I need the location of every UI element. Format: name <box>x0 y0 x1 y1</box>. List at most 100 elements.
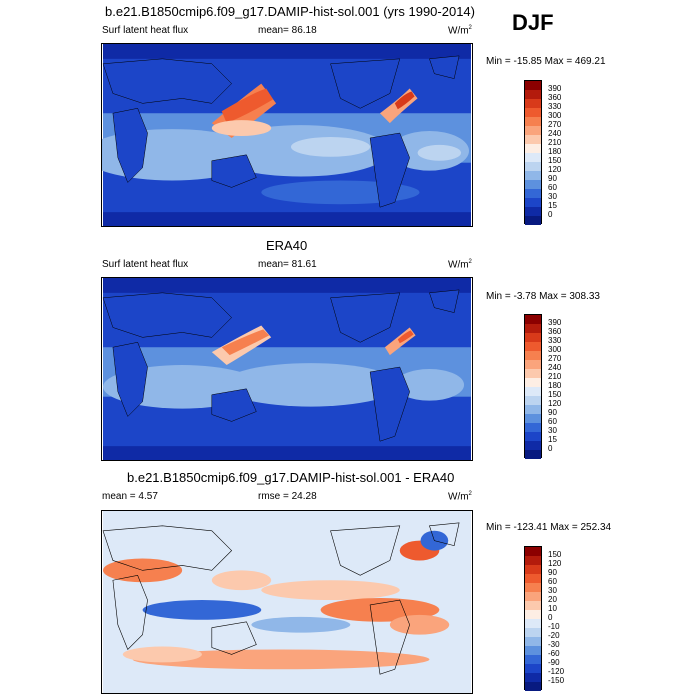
colorbar-segment <box>525 81 541 90</box>
colorbar-segment <box>525 673 541 682</box>
colorbar-tick-label: 240 <box>548 363 562 372</box>
colorbar-tick-label: -20 <box>548 631 560 640</box>
colorbar-segment <box>525 315 541 324</box>
colorbar-tick-label: 30 <box>548 586 557 595</box>
colorbar-segment <box>525 601 541 610</box>
colorbar-tick-label: 150 <box>548 156 562 165</box>
colorbar-segment <box>525 556 541 565</box>
panel-2-minmax: Min = -3.78 Max = 308.33 <box>486 291 600 302</box>
colorbar-tick-label: 60 <box>548 577 557 586</box>
colorbar-segment <box>525 189 541 198</box>
colorbar-tick-label: 0 <box>548 210 553 219</box>
colorbar-tick-label: 15 <box>548 201 557 210</box>
colorbar-tick-label: 210 <box>548 372 562 381</box>
colorbar-segment <box>525 180 541 189</box>
panel-1-minmax: Min = -15.85 Max = 469.21 <box>486 56 606 67</box>
colorbar-segment <box>525 574 541 583</box>
colorbar-segment <box>525 198 541 207</box>
panel-1-title: b.e21.B1850cmip6.f09_g17.DAMIP-hist-sol.… <box>105 4 475 19</box>
colorbar-tick-label: 60 <box>548 183 557 192</box>
panel-3-title: b.e21.B1850cmip6.f09_g17.DAMIP-hist-sol.… <box>127 470 455 485</box>
colorbar-tick-label: 0 <box>548 444 553 453</box>
colorbar-segment <box>525 342 541 351</box>
colorbar-segment <box>525 324 541 333</box>
colorbar-segment <box>525 628 541 637</box>
panel-3-rmse-label: rmse = 24.28 <box>258 491 317 502</box>
colorbar-tick-label: 90 <box>548 174 557 183</box>
colorbar-tick-label: 150 <box>548 390 562 399</box>
colorbar-segment <box>525 369 541 378</box>
colorbar-tick-label: 20 <box>548 595 557 604</box>
colorbar-tick-label: 30 <box>548 192 557 201</box>
colorbar-segment <box>525 333 541 342</box>
panel-1-units: W/m2 <box>448 25 472 37</box>
colorbar-segment <box>525 153 541 162</box>
panel-2-units: W/m2 <box>448 259 472 271</box>
panel-1-mean-label: mean= 86.18 <box>258 25 317 36</box>
colorbar-segment <box>525 547 541 556</box>
panel-3-minmax: Min = -123.41 Max = 252.34 <box>486 522 612 533</box>
colorbar-segment <box>525 99 541 108</box>
colorbar-tick-label: 120 <box>548 559 562 568</box>
panel-1-map <box>101 43 473 227</box>
colorbar-segment <box>525 432 541 441</box>
colorbar-segment <box>525 619 541 628</box>
colorbar-segment <box>525 351 541 360</box>
colorbar-tick-label: 300 <box>548 345 562 354</box>
colorbar-tick-label: 330 <box>548 102 562 111</box>
colorbar-tick-label: -90 <box>548 658 560 667</box>
colorbar-tick-label: 120 <box>548 165 562 174</box>
panel-3-units: W/m2 <box>448 491 472 503</box>
colorbar-tick-label: 240 <box>548 129 562 138</box>
panel-2-mean-label: mean= 81.61 <box>258 259 317 270</box>
panel-1-left-label: Surf latent heat flux <box>102 25 189 36</box>
panel-2-left-label: Surf latent heat flux <box>102 259 189 270</box>
colorbar-segment <box>525 565 541 574</box>
colorbar-segment <box>525 637 541 646</box>
colorbar-segment <box>525 592 541 601</box>
colorbar-tick-label: 30 <box>548 426 557 435</box>
colorbar-segment <box>525 387 541 396</box>
colorbar-segment <box>525 396 541 405</box>
colorbar-tick-label: 150 <box>548 550 562 559</box>
colorbar-segment <box>525 207 541 216</box>
panel-3-mean-label: mean = 4.57 <box>102 491 158 502</box>
colorbar-segment <box>525 610 541 619</box>
colorbar-segment <box>525 423 541 432</box>
colorbar-tick-label: 270 <box>548 120 562 129</box>
colorbar-segment <box>525 90 541 99</box>
colorbar-segment <box>525 450 541 459</box>
colorbar-segment <box>525 646 541 655</box>
colorbar-segment <box>525 378 541 387</box>
colorbar-tick-label: -120 <box>548 667 565 676</box>
colorbar-tick-label: 360 <box>548 327 562 336</box>
colorbar-tick-label: 120 <box>548 399 562 408</box>
colorbar-segment <box>525 655 541 664</box>
colorbar-segment <box>525 405 541 414</box>
colorbar-segment <box>525 414 541 423</box>
colorbar-segment <box>525 441 541 450</box>
colorbar-tick-label: 270 <box>548 354 562 363</box>
panel-2-colorbar <box>524 314 542 459</box>
colorbar-segment <box>525 360 541 369</box>
colorbar-segment <box>525 135 541 144</box>
season-label: DJF <box>512 10 554 35</box>
colorbar-segment <box>525 144 541 153</box>
panel-2-map <box>101 277 473 461</box>
colorbar-tick-label: -10 <box>548 622 560 631</box>
colorbar-tick-label: 300 <box>548 111 562 120</box>
colorbar-segment <box>525 682 541 691</box>
colorbar-tick-label: -60 <box>548 649 560 658</box>
colorbar-tick-label: 210 <box>548 138 562 147</box>
colorbar-segment <box>525 171 541 180</box>
panel-1-colorbar <box>524 80 542 225</box>
colorbar-tick-label: 0 <box>548 613 553 622</box>
panel-3-colorbar <box>524 546 542 691</box>
colorbar-tick-label: 360 <box>548 93 562 102</box>
colorbar-tick-label: 180 <box>548 381 562 390</box>
colorbar-tick-label: 390 <box>548 84 562 93</box>
colorbar-tick-label: 390 <box>548 318 562 327</box>
colorbar-tick-label: 180 <box>548 147 562 156</box>
colorbar-segment <box>525 126 541 135</box>
colorbar-segment <box>525 108 541 117</box>
